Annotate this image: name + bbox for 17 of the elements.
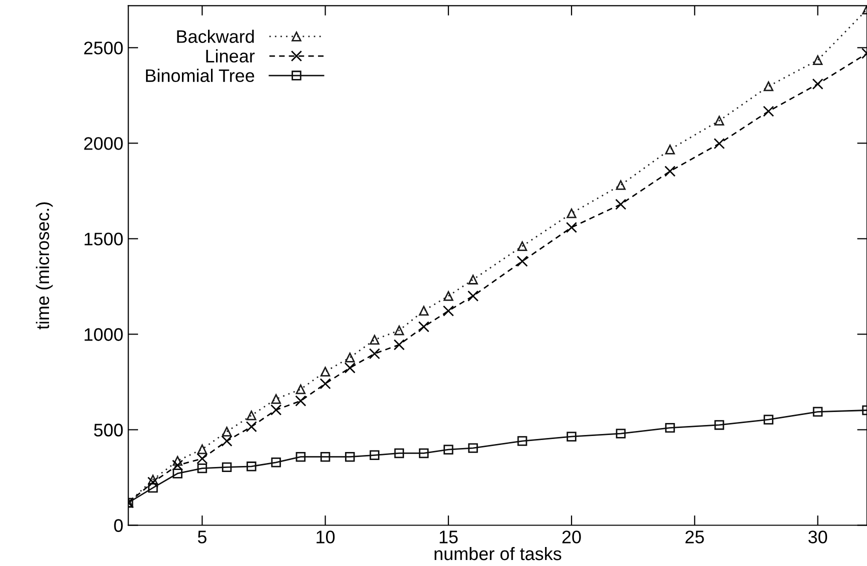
y-tick-label: 2000 bbox=[84, 137, 123, 150]
x-tick-label: 10 bbox=[316, 530, 335, 544]
legend-label: Binomial Tree bbox=[146, 68, 254, 82]
x-tick-label: 20 bbox=[562, 530, 581, 544]
y-tick-label: 500 bbox=[94, 424, 123, 436]
legend-label: Linear bbox=[206, 49, 255, 63]
y-tick-label: 1500 bbox=[84, 232, 123, 246]
y-tick-label: 0 bbox=[114, 519, 123, 532]
y-tick-label: 2500 bbox=[84, 42, 123, 54]
x-tick-label: 5 bbox=[198, 530, 206, 544]
y-axis-title: time (microsec.) bbox=[36, 202, 53, 330]
x-tick-label: 30 bbox=[808, 530, 828, 544]
x-tick-label: 25 bbox=[686, 530, 704, 544]
y-tick-label: 1000 bbox=[84, 328, 123, 341]
x-axis-title: number of tasks bbox=[434, 546, 562, 560]
x-tick-label: 15 bbox=[440, 530, 458, 544]
legend-label: Backward bbox=[177, 30, 254, 43]
